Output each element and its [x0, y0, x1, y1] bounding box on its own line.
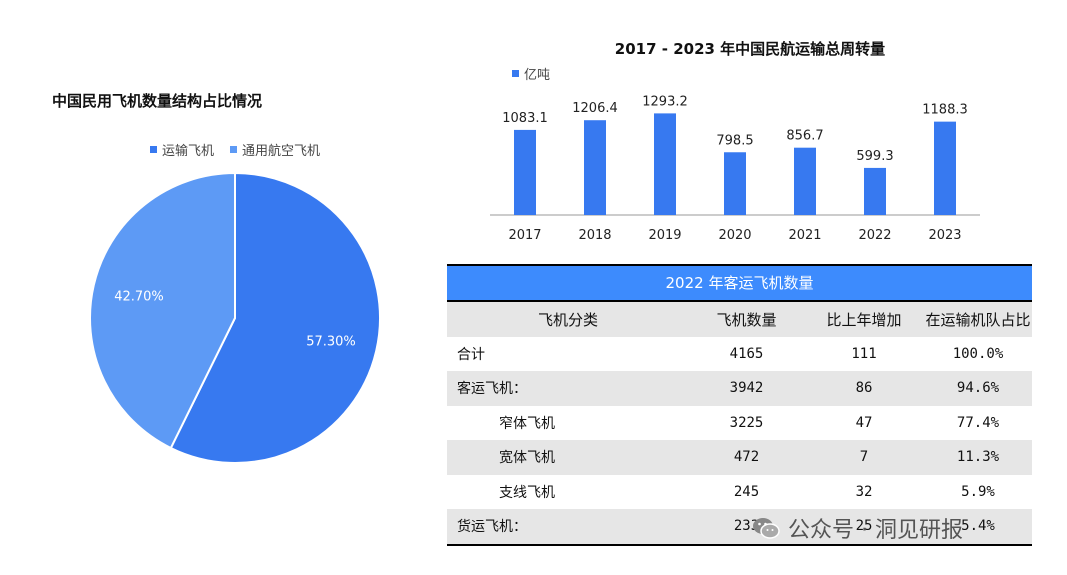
row-count: 4165	[729, 345, 764, 362]
row-count: 245	[733, 483, 760, 500]
row-count: 3225	[729, 414, 764, 431]
row-count: 233	[689, 509, 804, 546]
bar-data-label: 1083.1	[502, 111, 548, 126]
pie-legend: 运输飞机 通用航空飞机	[150, 140, 320, 159]
pie-legend-item: 通用航空飞机	[230, 140, 320, 159]
bar	[514, 129, 536, 215]
row-share: 5.9%	[961, 483, 995, 500]
row-name: 合计	[457, 346, 485, 363]
wechat-icon	[753, 518, 780, 539]
row-increase: 25	[804, 509, 924, 546]
legend-label-series: 亿吨	[524, 68, 551, 83]
watermark: 公众号 · 洞见研报	[752, 512, 963, 544]
pie-data-label: 57.30%	[306, 334, 356, 349]
x-tick-label: 2018	[578, 228, 611, 243]
table-row: 宽体飞机 472 7 11.3%	[447, 440, 1032, 475]
watermark-text: 公众号 · 洞见研报	[788, 518, 963, 543]
row-increase: 86	[855, 380, 873, 397]
row-increase: 32	[855, 483, 873, 500]
x-tick-label: 2017	[508, 228, 541, 243]
legend-swatch-general	[230, 146, 238, 153]
row-name: 宽体飞机	[499, 450, 555, 467]
table-row: 合计 4165 111 100.0%	[447, 337, 1032, 372]
table-header-row: 飞机分类 飞机数量 比上年增加 在运输机队占比	[447, 302, 1032, 337]
row-increase: 7	[859, 449, 869, 466]
table-row: 货运飞机： 233 25 5.4%	[447, 509, 1032, 546]
pie-slice	[89, 171, 236, 450]
bar-legend: 亿吨	[512, 64, 550, 83]
pie-legend-item: 运输飞机	[150, 140, 214, 159]
bar-data-label: 1206.4	[572, 101, 618, 116]
header-increase: 比上年增加	[826, 310, 902, 329]
header-count: 飞机数量	[716, 310, 777, 329]
table-row: 客运飞机： 3942 86 94.6%	[447, 371, 1032, 406]
table-title: 2022 年客运飞机数量	[447, 264, 1032, 302]
pie-slice	[169, 171, 381, 464]
bar-data-label: 1293.2	[642, 94, 688, 109]
x-tick-label: 2020	[718, 228, 751, 243]
row-name: 货运飞机：	[447, 509, 689, 546]
row-share: 94.6%	[956, 380, 1000, 397]
row-count: 3942	[729, 380, 764, 397]
x-tick-label: 2021	[788, 228, 821, 243]
legend-label-general: 通用航空飞机	[242, 144, 321, 159]
row-share: 100.0%	[952, 345, 1004, 362]
row-share: 11.3%	[956, 449, 1000, 466]
bar	[864, 167, 886, 215]
row-name: 客运飞机：	[457, 381, 527, 398]
legend-swatch-series	[512, 70, 519, 77]
bar-data-label: 798.5	[716, 133, 753, 148]
x-tick-label: 2019	[648, 228, 681, 243]
legend-label-transport: 运输飞机	[162, 144, 215, 159]
row-name: 支线飞机	[499, 484, 555, 501]
bar	[584, 120, 606, 215]
row-name: 窄体飞机	[499, 415, 555, 432]
header-category: 飞机分类	[537, 310, 598, 329]
bar	[654, 113, 676, 215]
row-share: 77.4%	[956, 414, 1000, 431]
bar-data-label: 1188.3	[922, 103, 968, 118]
row-share: 5.4%	[924, 509, 1032, 546]
passenger-aircraft-table: 2022 年客运飞机数量 飞机分类 飞机数量 比上年增加 在运输机队占比 合计 …	[447, 264, 1032, 546]
bar-data-label: 856.7	[786, 129, 823, 144]
row-increase: 111	[851, 345, 877, 362]
table-row: 窄体飞机 3225 47 77.4%	[447, 406, 1032, 441]
bar	[724, 152, 746, 215]
row-increase: 47	[855, 414, 873, 431]
bar-chart: 1083.1 2017 1206.4 2018 1293.2 2019 798.5 2020 8…	[490, 94, 980, 243]
row-count: 472	[733, 449, 760, 466]
bar	[934, 121, 956, 215]
table-row: 支线飞机 245 32 5.9%	[447, 475, 1032, 510]
pie-data-label: 42.70%	[114, 290, 164, 305]
bar	[794, 147, 816, 215]
legend-swatch-transport	[150, 146, 157, 153]
pie-chart: 57.30% 42.70%	[89, 171, 381, 464]
bar-data-label: 599.3	[856, 149, 893, 164]
x-tick-label: 2023	[928, 228, 961, 243]
header-share: 在运输机队占比	[925, 310, 1031, 329]
x-tick-label: 2022	[858, 228, 891, 243]
bar-chart-title: 2017 - 2023 年中国民航运输总周转量	[614, 40, 886, 58]
pie-chart-title: 中国民用飞机数量结构占比情况	[52, 92, 263, 110]
